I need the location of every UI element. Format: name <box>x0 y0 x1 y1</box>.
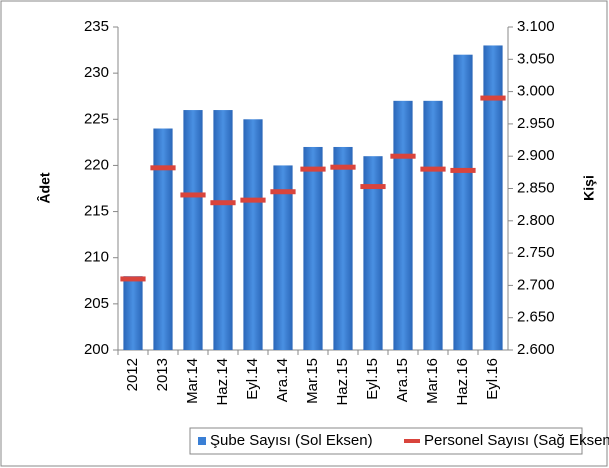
y-tick-label: 225 <box>84 110 109 127</box>
legend-label: Personel Sayısı (Sağ Eksen) <box>424 432 609 449</box>
y2-tick-label: 3.050 <box>517 50 555 67</box>
x-tick-label: Ara.14 <box>274 358 291 402</box>
y2-tick-label: 2.700 <box>517 276 555 293</box>
y-tick-label: 200 <box>84 341 109 358</box>
dash-marker <box>390 153 416 159</box>
legend <box>189 427 583 455</box>
x-tick-label: Mar.16 <box>424 358 441 404</box>
y2-tick-label: 3.100 <box>517 18 555 35</box>
dash-marker <box>240 197 266 203</box>
dash-marker <box>270 189 296 195</box>
dash-marker <box>180 192 206 198</box>
bar <box>213 110 233 350</box>
y2-tick-label: 2.800 <box>517 212 555 229</box>
y-tick-label: 235 <box>84 18 109 35</box>
x-tick-label: 2012 <box>124 358 141 391</box>
bar <box>123 276 143 350</box>
x-tick-label: Mar.14 <box>184 358 201 404</box>
y-tick-label: 205 <box>84 295 109 312</box>
bar <box>333 146 353 350</box>
x-tick-label: Eyl.15 <box>364 358 381 400</box>
x-tick-label: Eyl.16 <box>484 358 501 400</box>
dash-marker <box>120 276 146 282</box>
legend-swatch <box>404 439 420 443</box>
y2-tick-label: 2.600 <box>517 341 555 358</box>
bar <box>183 110 203 350</box>
x-tick-label: Eyl.14 <box>244 358 261 400</box>
bar <box>303 146 323 350</box>
y2-axis-title: Kişi <box>581 175 597 201</box>
y2-tick-label: 2.650 <box>517 309 555 326</box>
y-tick-label: 230 <box>84 64 109 81</box>
y-axis-title: Âdet <box>36 172 53 203</box>
legend-swatch <box>198 437 206 445</box>
bar <box>273 165 293 350</box>
dash-marker <box>450 167 476 173</box>
x-tick-label: Mar.15 <box>304 358 321 404</box>
x-tick-label: Haz.16 <box>454 358 471 406</box>
x-tick-label: 2013 <box>154 358 171 391</box>
y-tick-label: 220 <box>84 156 109 173</box>
dash-marker <box>420 166 446 172</box>
y2-tick-label: 3.000 <box>517 83 555 100</box>
dash-marker <box>480 95 506 101</box>
y-tick-label: 210 <box>84 249 109 266</box>
x-tick-label: Haz.15 <box>334 358 351 406</box>
dash-marker <box>150 165 176 171</box>
bar <box>153 128 173 350</box>
bar <box>363 156 383 350</box>
legend-label: Şube Sayısı (Sol Eksen) <box>210 432 373 449</box>
y2-tick-label: 2.950 <box>517 115 555 132</box>
bar <box>423 100 443 350</box>
bar <box>453 54 473 350</box>
dash-marker <box>300 166 326 172</box>
y2-tick-label: 2.900 <box>517 147 555 164</box>
dash-marker <box>210 200 236 206</box>
x-tick-label: Haz.14 <box>214 358 231 406</box>
y2-tick-label: 2.850 <box>517 179 555 196</box>
bar <box>483 45 503 350</box>
dash-marker <box>360 184 386 190</box>
x-tick-label: Ara.15 <box>394 358 411 402</box>
y-tick-label: 215 <box>84 203 109 220</box>
y2-tick-label: 2.750 <box>517 244 555 261</box>
bar <box>393 100 413 350</box>
dash-marker <box>330 164 356 170</box>
bar <box>243 119 263 351</box>
